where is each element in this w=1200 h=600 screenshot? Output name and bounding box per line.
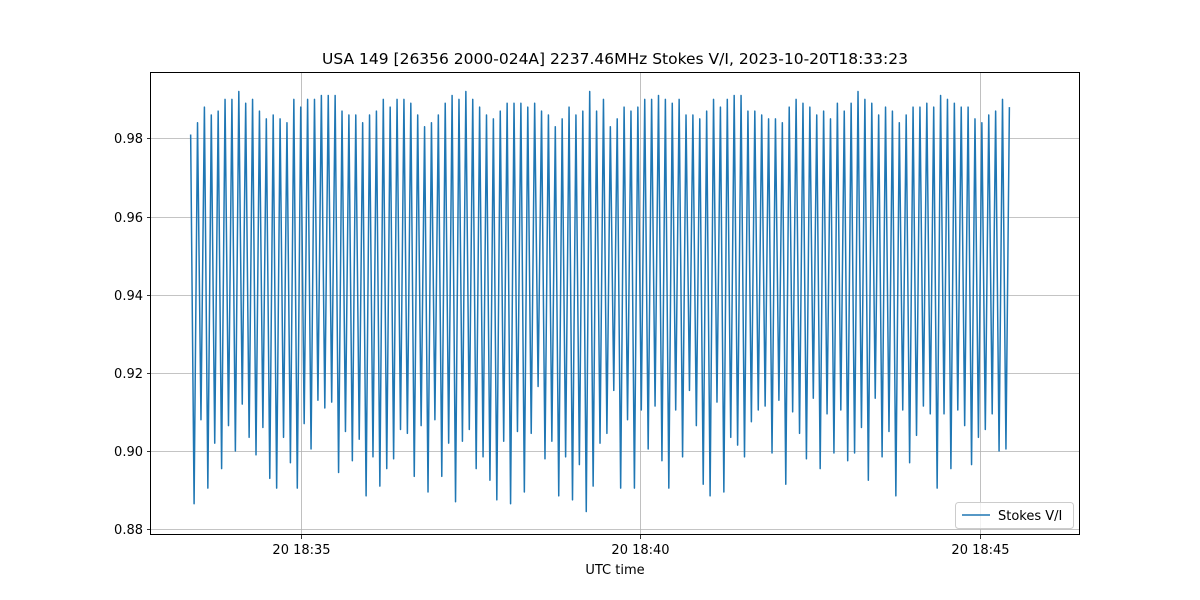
chart-title: USA 149 [26356 2000-024A] 2237.46MHz Sto… <box>322 50 908 68</box>
series-layer <box>189 90 1011 513</box>
x-axis-label: UTC time <box>585 563 644 578</box>
y-axis: 0.88 0.90 0.92 0.94 0.96 0.98 <box>114 132 151 538</box>
y-tick-label: 0.92 <box>114 367 143 382</box>
x-tick-label: 20 18:45 <box>951 543 1009 558</box>
legend: Stokes V/I <box>955 502 1074 529</box>
x-tick-label: 20 18:40 <box>611 543 669 558</box>
y-tick-label: 0.88 <box>114 523 143 538</box>
x-tick-label: 20 18:35 <box>272 543 330 558</box>
plot-frame <box>150 72 1080 535</box>
y-tick-label: 0.98 <box>114 132 143 147</box>
y-tick-label: 0.96 <box>114 211 143 226</box>
legend-label: Stokes V/I <box>998 509 1062 524</box>
x-axis: 20 18:35 20 18:40 20 18:45 <box>272 535 1010 558</box>
y-tick-label: 0.94 <box>114 289 143 304</box>
legend-box <box>955 502 1074 529</box>
y-tick-label: 0.90 <box>114 445 143 460</box>
series-line <box>189 90 1011 513</box>
